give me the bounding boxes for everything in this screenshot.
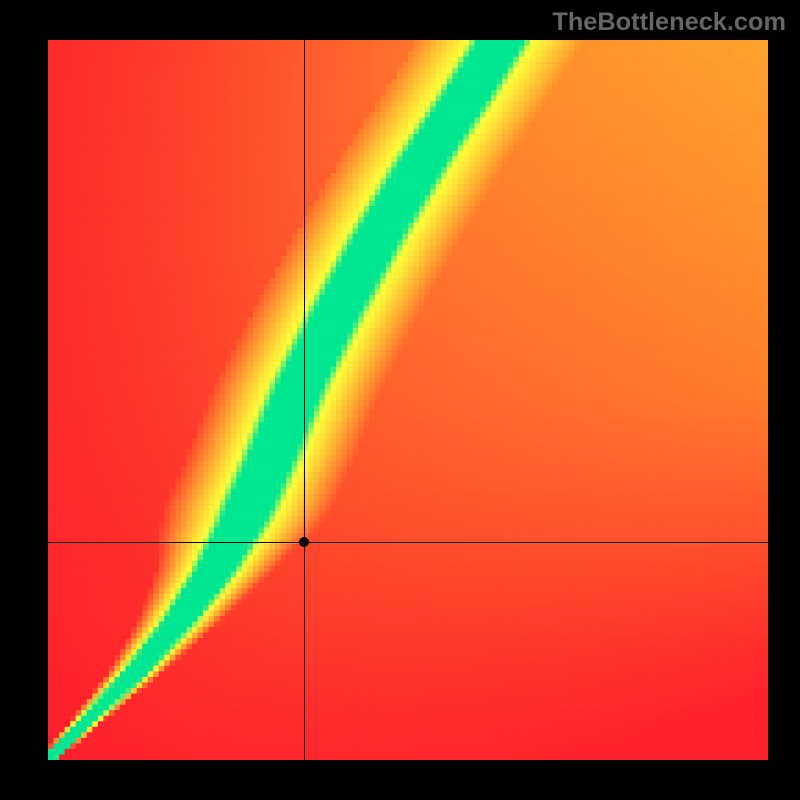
crosshair-vertical bbox=[304, 40, 305, 760]
crosshair-horizontal bbox=[48, 542, 768, 543]
intersection-marker bbox=[299, 537, 309, 547]
heatmap-plot bbox=[48, 40, 768, 760]
heatmap-canvas bbox=[48, 40, 768, 760]
watermark-text: TheBottleneck.com bbox=[552, 8, 786, 37]
